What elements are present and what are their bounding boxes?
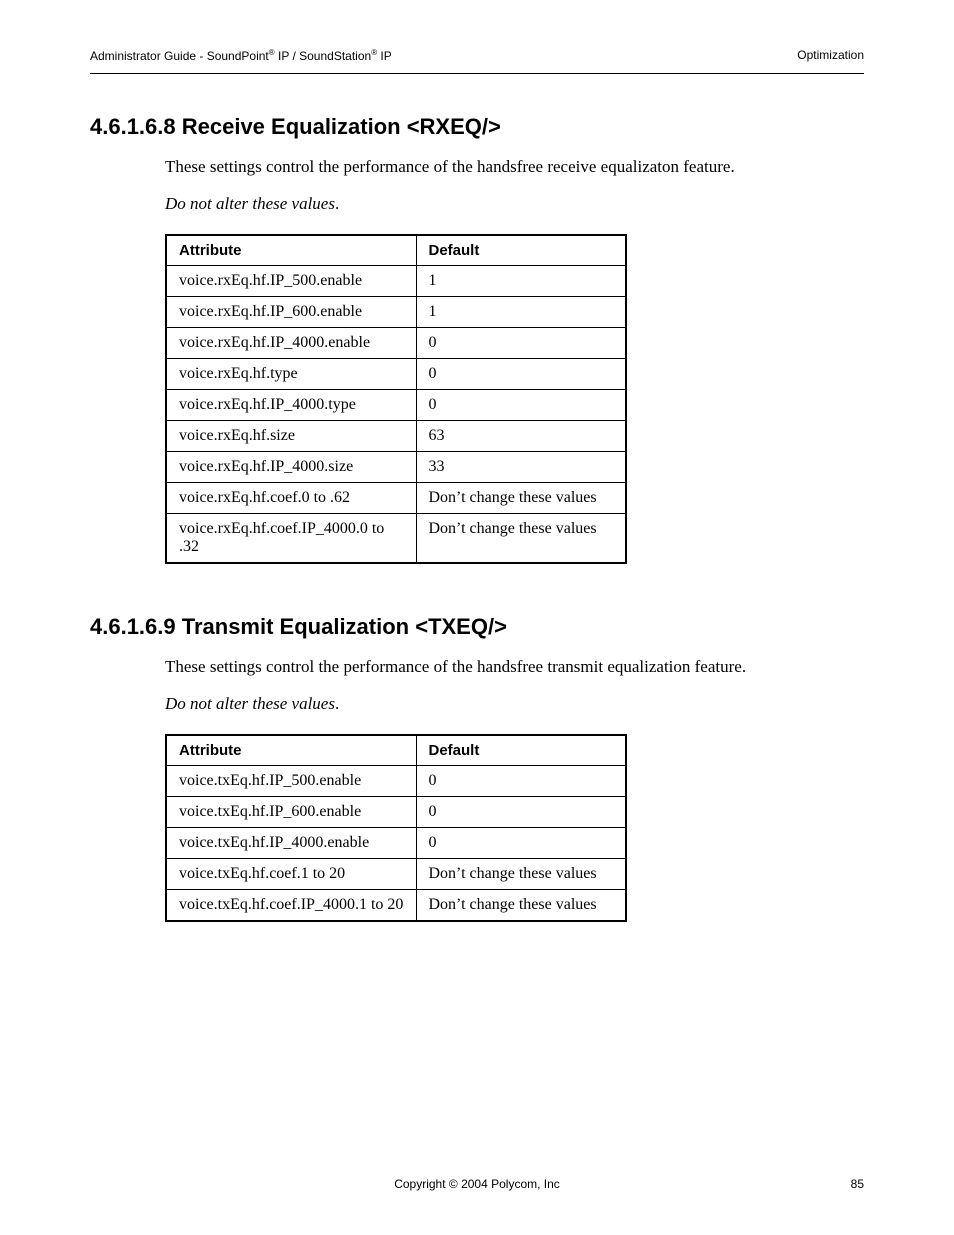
table-cell: 0: [416, 796, 626, 827]
table-row: voice.rxEq.hf.IP_500.enable1: [166, 265, 626, 296]
col-header-default: Default: [416, 235, 626, 266]
table-cell: 0: [416, 389, 626, 420]
txeq-table-body: voice.txEq.hf.IP_500.enable0voice.txEq.h…: [166, 765, 626, 921]
header-right: Optimization: [797, 48, 864, 63]
table-row: voice.rxEq.hf.IP_4000.size33: [166, 451, 626, 482]
table-cell: voice.txEq.hf.coef.1 to 20: [166, 858, 416, 889]
table-row: voice.rxEq.hf.coef.0 to .62Don’t change …: [166, 482, 626, 513]
header-left-mid: IP / SoundStation: [275, 49, 372, 63]
page-footer: Copyright © 2004 Polycom, Inc 85: [90, 1177, 864, 1191]
table-cell: 0: [416, 827, 626, 858]
section2-warning: Do not alter these values.: [165, 693, 864, 716]
col-header-attribute: Attribute: [166, 735, 416, 766]
section1-warning-italic: Do not alter these values: [165, 194, 335, 213]
footer-copyright: Copyright © 2004 Polycom, Inc: [394, 1177, 560, 1191]
table-cell: 0: [416, 765, 626, 796]
table-cell: voice.rxEq.hf.IP_4000.enable: [166, 327, 416, 358]
table-row: voice.rxEq.hf.size63: [166, 420, 626, 451]
table-cell: 33: [416, 451, 626, 482]
table-cell: Don’t change these values: [416, 858, 626, 889]
table-row: voice.txEq.hf.IP_600.enable0: [166, 796, 626, 827]
table-row: voice.rxEq.hf.IP_600.enable1: [166, 296, 626, 327]
section1-intro: These settings control the performance o…: [165, 156, 864, 179]
table-row: voice.rxEq.hf.coef.IP_4000.0 to .32Don’t…: [166, 513, 626, 563]
table-cell: Don’t change these values: [416, 513, 626, 563]
table-cell: voice.txEq.hf.IP_500.enable: [166, 765, 416, 796]
section1-warning-suffix: .: [335, 194, 339, 213]
table-cell: voice.rxEq.hf.IP_4000.size: [166, 451, 416, 482]
table-cell: voice.rxEq.hf.type: [166, 358, 416, 389]
table-cell: voice.txEq.hf.IP_4000.enable: [166, 827, 416, 858]
section2-warning-italic: Do not alter these values: [165, 694, 335, 713]
rxeq-table-body: voice.rxEq.hf.IP_500.enable1voice.rxEq.h…: [166, 265, 626, 563]
table-cell: 0: [416, 358, 626, 389]
table-cell: 1: [416, 265, 626, 296]
txeq-table: Attribute Default voice.txEq.hf.IP_500.e…: [165, 734, 627, 922]
table-cell: voice.rxEq.hf.IP_4000.type: [166, 389, 416, 420]
table-row: voice.txEq.hf.IP_500.enable0: [166, 765, 626, 796]
table-header-row: Attribute Default: [166, 735, 626, 766]
footer-page-number: 85: [851, 1177, 864, 1191]
table-cell: voice.rxEq.hf.IP_500.enable: [166, 265, 416, 296]
table-cell: Don’t change these values: [416, 889, 626, 921]
header-left-suffix: IP: [377, 49, 392, 63]
table-cell: voice.rxEq.hf.coef.IP_4000.0 to .32: [166, 513, 416, 563]
section-heading-txeq: 4.6.1.6.9 Transmit Equalization <TXEQ/>: [90, 614, 864, 640]
table-header-row: Attribute Default: [166, 235, 626, 266]
table-row: voice.rxEq.hf.IP_4000.type0: [166, 389, 626, 420]
table-cell: voice.txEq.hf.IP_600.enable: [166, 796, 416, 827]
page-content: Administrator Guide - SoundPoint® IP / S…: [0, 0, 954, 922]
rxeq-table: Attribute Default voice.rxEq.hf.IP_500.e…: [165, 234, 627, 564]
section1-warning: Do not alter these values.: [165, 193, 864, 216]
table-cell: Don’t change these values: [416, 482, 626, 513]
table-cell: 63: [416, 420, 626, 451]
table-cell: voice.rxEq.hf.coef.0 to .62: [166, 482, 416, 513]
col-header-default: Default: [416, 735, 626, 766]
table-row: voice.rxEq.hf.type0: [166, 358, 626, 389]
table-cell: voice.rxEq.hf.size: [166, 420, 416, 451]
table-cell: voice.rxEq.hf.IP_600.enable: [166, 296, 416, 327]
table-row: voice.rxEq.hf.IP_4000.enable0: [166, 327, 626, 358]
header-left: Administrator Guide - SoundPoint® IP / S…: [90, 48, 392, 63]
col-header-attribute: Attribute: [166, 235, 416, 266]
table-cell: 1: [416, 296, 626, 327]
section2-warning-suffix: .: [335, 694, 339, 713]
section-heading-rxeq: 4.6.1.6.8 Receive Equalization <RXEQ/>: [90, 114, 864, 140]
header-left-prefix: Administrator Guide - SoundPoint: [90, 49, 269, 63]
table-row: voice.txEq.hf.coef.IP_4000.1 to 20Don’t …: [166, 889, 626, 921]
table-row: voice.txEq.hf.coef.1 to 20Don’t change t…: [166, 858, 626, 889]
running-header: Administrator Guide - SoundPoint® IP / S…: [90, 48, 864, 74]
table-cell: 0: [416, 327, 626, 358]
table-cell: voice.txEq.hf.coef.IP_4000.1 to 20: [166, 889, 416, 921]
section2-intro: These settings control the performance o…: [165, 656, 864, 679]
table-row: voice.txEq.hf.IP_4000.enable0: [166, 827, 626, 858]
